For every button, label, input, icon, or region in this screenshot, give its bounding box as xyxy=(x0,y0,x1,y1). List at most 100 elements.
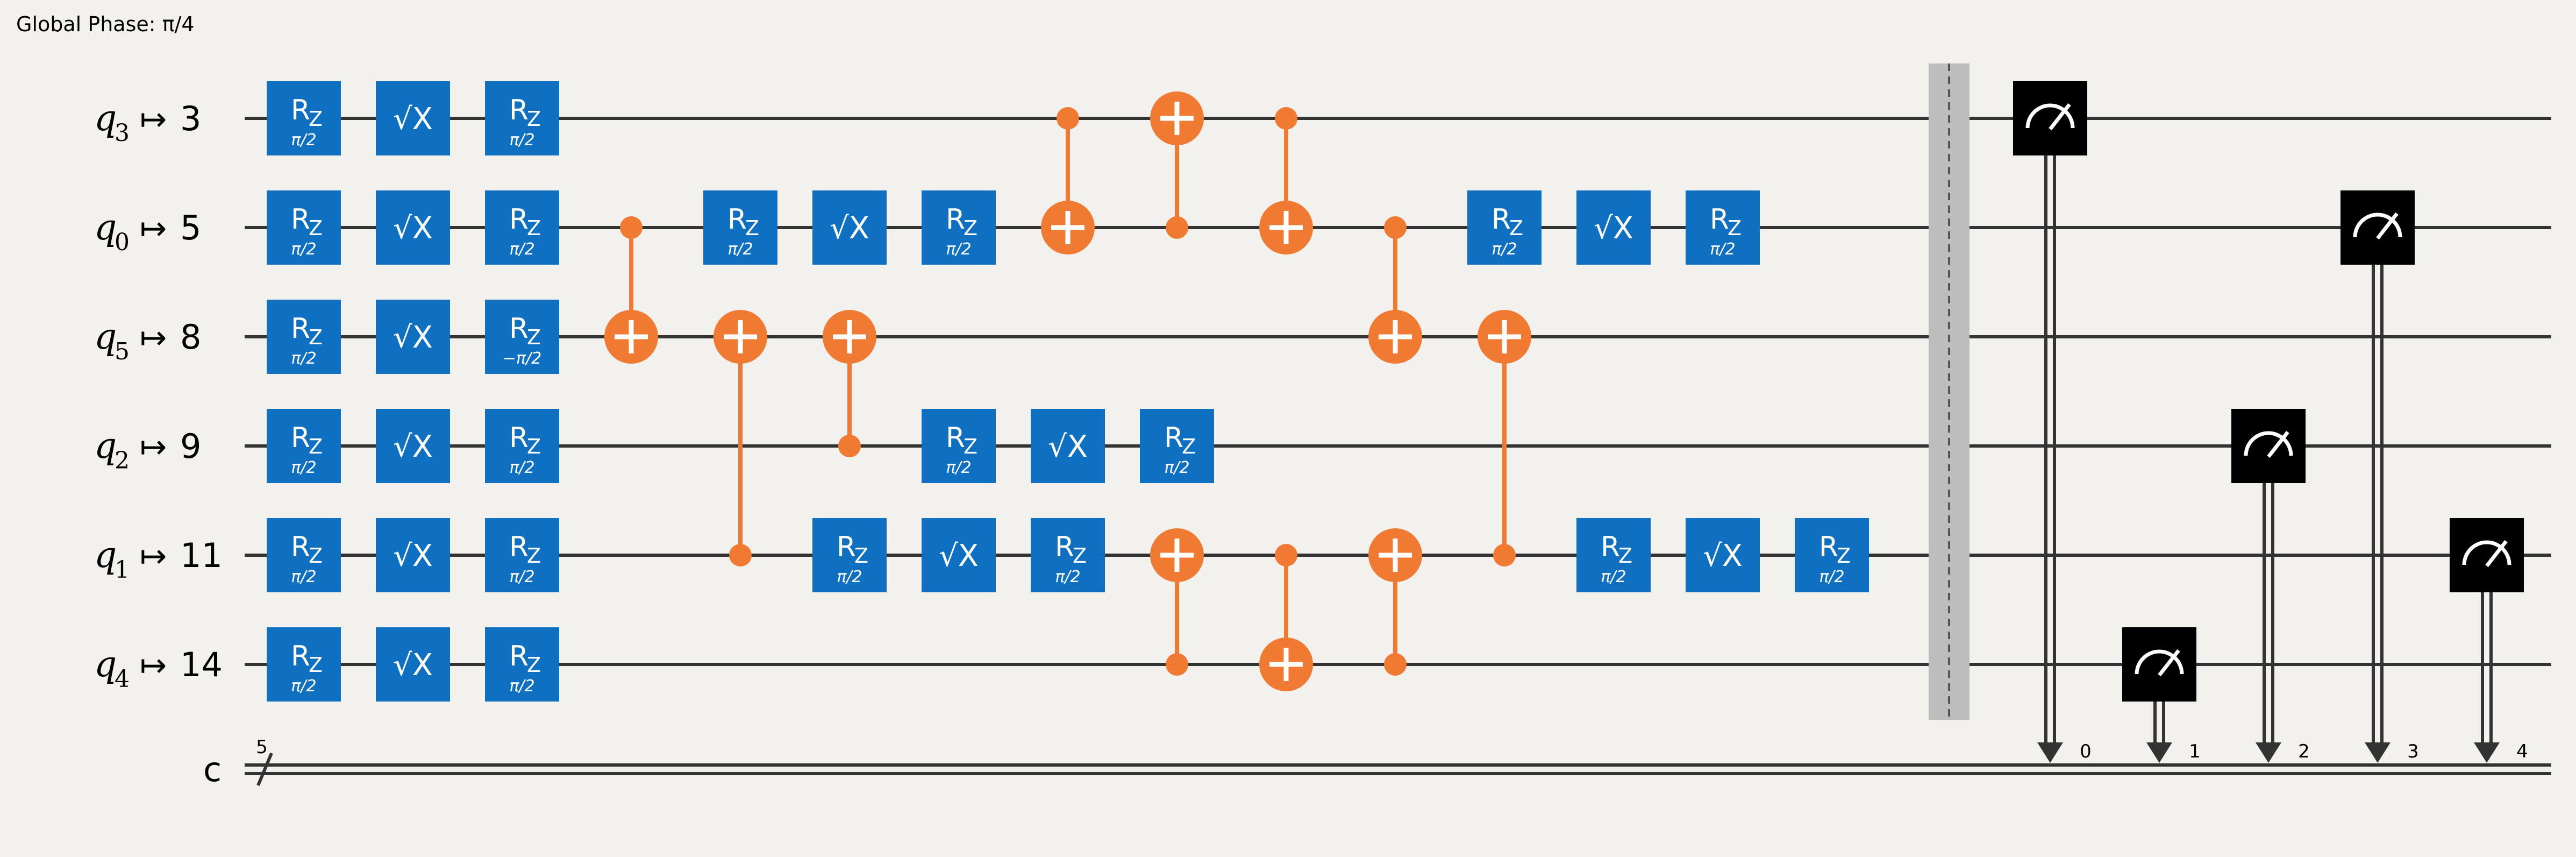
rz-label: R xyxy=(509,640,529,672)
rz-label-sub: Z xyxy=(309,325,323,349)
cx-control-dot xyxy=(1057,107,1079,130)
map-arrow: ↦ xyxy=(140,428,167,466)
measure-bit-index: 0 xyxy=(2080,741,2092,762)
measure-arrowhead xyxy=(2256,742,2281,763)
sx-label: √X xyxy=(393,102,433,137)
rz-label: R xyxy=(946,203,965,236)
gate-box xyxy=(376,300,450,374)
measure-gate: 3 xyxy=(2340,190,2419,763)
rz-gate: RZπ/2 xyxy=(1686,190,1760,265)
rz-label: R xyxy=(509,203,529,236)
gate-box xyxy=(812,518,887,592)
rz-label: R xyxy=(291,640,310,672)
qubit-wires xyxy=(245,117,2551,666)
rz-gate: RZπ/2 xyxy=(1140,409,1214,483)
rz-parameter: π/2 xyxy=(1819,568,1844,586)
measure-arrowhead xyxy=(2474,742,2500,763)
rz-parameter: π/2 xyxy=(837,568,862,586)
rz-label: R xyxy=(291,203,310,236)
rz-gate: RZπ/2 xyxy=(267,300,341,374)
sx-label: √X xyxy=(830,211,869,246)
rz-parameter: π/2 xyxy=(509,677,534,696)
cx-gate xyxy=(604,216,658,364)
rz-label: R xyxy=(291,94,310,126)
measure-bit-index: 2 xyxy=(2298,741,2310,762)
rz-parameter: π/2 xyxy=(1055,568,1080,586)
rz-gate: RZπ/2 xyxy=(922,190,996,265)
rz-label: R xyxy=(946,422,965,454)
sx-gate: √X xyxy=(812,190,887,265)
rz-gate: RZπ/2 xyxy=(267,518,341,592)
rz-gate: RZπ/2 xyxy=(485,627,559,702)
sx-label: √X xyxy=(393,211,433,246)
rz-label: R xyxy=(291,313,310,345)
physical-qubit-index: 8 xyxy=(180,317,201,357)
rz-gate: RZπ/2 xyxy=(922,409,996,483)
rz-label-sub: Z xyxy=(964,216,977,240)
qubit-label: q xyxy=(94,643,117,685)
measure-gate: 0 xyxy=(2013,81,2092,763)
measure-gate: 1 xyxy=(2122,627,2201,763)
rz-label: R xyxy=(509,94,529,126)
rz-parameter: π/2 xyxy=(1601,568,1626,586)
gate-box xyxy=(267,518,341,592)
global-phase-label: Global Phase: π/4 xyxy=(16,12,195,36)
gate-box xyxy=(376,409,450,483)
meter-arc xyxy=(2135,649,2184,675)
physical-qubit-index: 9 xyxy=(180,427,201,466)
rz-label-sub: Z xyxy=(1182,435,1196,458)
sx-gate: √X xyxy=(1031,409,1105,483)
rz-label-sub: Z xyxy=(1618,544,1632,568)
qubit-label: q xyxy=(94,534,117,576)
rz-gate: RZπ/2 xyxy=(267,190,341,265)
gate-box xyxy=(376,81,450,155)
rz-label: R xyxy=(1710,203,1729,236)
sx-gate: √X xyxy=(1576,190,1651,265)
meter-needle xyxy=(2049,103,2071,131)
sx-gate: √X xyxy=(922,518,996,592)
rz-label-sub: Z xyxy=(1837,544,1851,568)
rz-parameter: π/2 xyxy=(291,240,316,259)
gate-box xyxy=(812,190,887,265)
qubit-label: q xyxy=(94,207,117,248)
cx-gate xyxy=(1478,310,1531,566)
cx-control-dot xyxy=(1384,216,1407,239)
meter-needle xyxy=(2267,430,2289,458)
classical-register-size: 5 xyxy=(256,736,268,758)
gate-box xyxy=(1031,409,1105,483)
cx-gate xyxy=(1259,107,1313,254)
rz-gate: RZπ/2 xyxy=(485,81,559,155)
rz-parameter: π/2 xyxy=(509,131,534,150)
meter-needle xyxy=(2485,540,2508,568)
rz-gate: RZπ/2 xyxy=(267,409,341,483)
physical-qubit-index: 14 xyxy=(180,645,223,684)
rz-parameter: π/2 xyxy=(946,458,971,477)
gate-box xyxy=(703,190,777,265)
measure-gate: 2 xyxy=(2231,409,2310,763)
meter-arc xyxy=(2244,431,2293,456)
cx-control-dot xyxy=(1493,544,1516,566)
cx-control-dot xyxy=(1166,653,1188,676)
cx-control-dot xyxy=(1166,216,1188,239)
gate-box xyxy=(485,81,559,155)
sx-gate: √X xyxy=(376,81,450,155)
measure-bit-index: 3 xyxy=(2407,741,2419,762)
rz-gate: RZπ/2 xyxy=(267,81,341,155)
rz-parameter: π/2 xyxy=(509,458,534,477)
gate-box xyxy=(485,190,559,265)
rz-label: R xyxy=(727,203,747,236)
qubit-label: q xyxy=(94,425,117,466)
qubit-label-sub: 4 xyxy=(115,665,130,693)
qubit-label-sub: 2 xyxy=(115,447,130,474)
cx-gates xyxy=(604,91,1531,691)
sx-gate: √X xyxy=(376,300,450,374)
measure-arrowhead xyxy=(2037,742,2063,763)
cx-gate xyxy=(823,310,876,457)
meter-needle xyxy=(2376,212,2399,240)
cx-gate xyxy=(713,310,767,566)
rz-label-sub: Z xyxy=(527,653,541,677)
rz-label: R xyxy=(837,531,856,563)
cx-gate xyxy=(1259,544,1313,691)
rz-label: R xyxy=(291,531,310,563)
map-arrow: ↦ xyxy=(140,210,167,247)
